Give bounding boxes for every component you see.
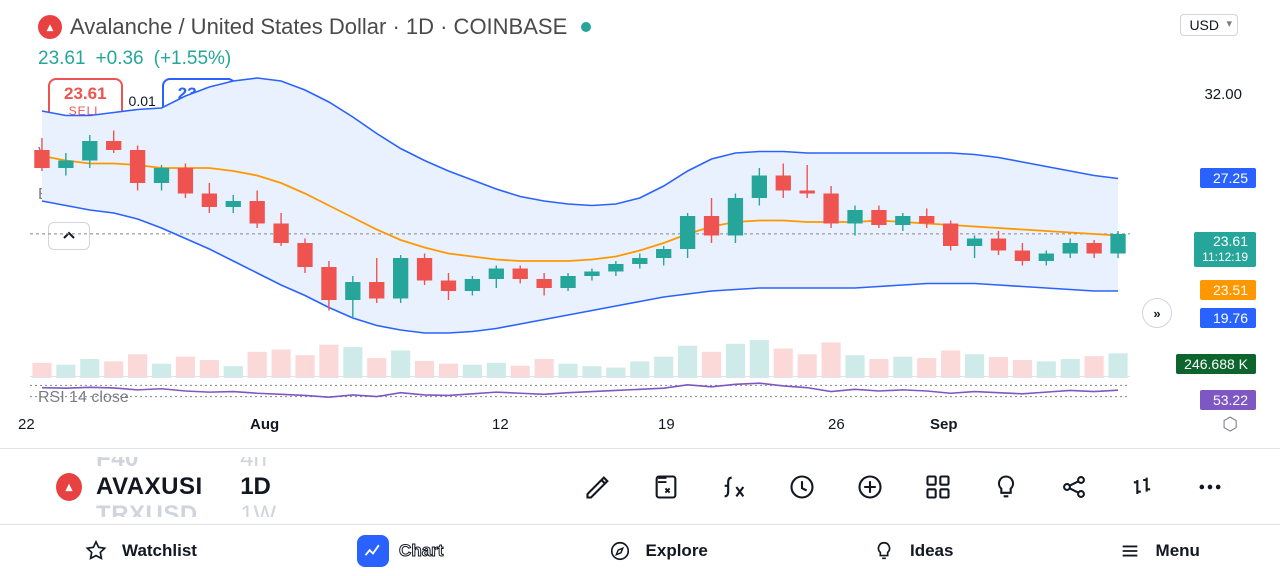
- timeframe-picker[interactable]: 4h 1D 1W: [240, 457, 296, 517]
- star-icon: [80, 535, 112, 567]
- chart-header: ▴ Avalanche / United States Dollar · 1D …: [38, 14, 591, 40]
- symbol-logo-icon: ▴: [56, 473, 82, 501]
- layout-icon[interactable]: [924, 473, 952, 501]
- nav-menu[interactable]: Menu: [1114, 535, 1200, 567]
- rsi-pane[interactable]: RSI 14 close: [30, 376, 1130, 404]
- function-icon[interactable]: [720, 473, 748, 501]
- current-price-tag: 23.6111:12:19: [1194, 232, 1256, 267]
- indicators-icon[interactable]: [652, 473, 680, 501]
- draw-icon[interactable]: [584, 473, 612, 501]
- nav-chart[interactable]: Chart: [357, 535, 443, 567]
- alert-icon[interactable]: [788, 473, 816, 501]
- avalanche-logo-icon: ▴: [38, 15, 62, 39]
- chart-icon: [357, 535, 389, 567]
- compass-icon: [604, 535, 636, 567]
- bulb-icon: [868, 535, 900, 567]
- volume-tag: 246.688 K: [1176, 354, 1256, 374]
- pair-title[interactable]: Avalanche / United States Dollar · 1D · …: [70, 14, 567, 40]
- bb-upper-tag: 27.25: [1200, 168, 1256, 188]
- active-symbol: AVAXUSI: [96, 473, 226, 501]
- rsi-tag: 53.22: [1200, 390, 1256, 410]
- active-timeframe: 1D: [240, 473, 271, 501]
- y-tick: 32.00: [1204, 86, 1242, 103]
- nav-watchlist[interactable]: Watchlist: [80, 535, 197, 567]
- currency-select[interactable]: USD: [1180, 14, 1238, 36]
- bb-lower-tag: 19.76: [1200, 308, 1256, 328]
- goto-last-bar-button[interactable]: »: [1142, 298, 1172, 328]
- nav-explore[interactable]: Explore: [604, 535, 708, 567]
- bb-mid-tag: 23.51: [1200, 280, 1256, 300]
- menu-icon: [1114, 535, 1146, 567]
- nav-ideas[interactable]: Ideas: [868, 535, 953, 567]
- market-status-icon: [581, 22, 591, 32]
- settings-icon[interactable]: ⬡: [1222, 414, 1238, 435]
- chart-type-icon[interactable]: [1128, 473, 1156, 501]
- toolbar-strip: ▴ F40 AVAXUSI TRXUSD 4h 1D 1W: [0, 448, 1280, 524]
- symbol-picker[interactable]: F40 AVAXUSI TRXUSD: [96, 457, 226, 517]
- idea-icon[interactable]: [992, 473, 1020, 501]
- bottom-nav: Watchlist Chart Explore Ideas Menu: [0, 524, 1280, 576]
- price-chart[interactable]: [30, 58, 1130, 400]
- add-icon[interactable]: [856, 473, 884, 501]
- more-icon[interactable]: [1196, 473, 1224, 501]
- time-axis: 22Aug121926Sep: [18, 410, 1168, 440]
- share-icon[interactable]: [1060, 473, 1088, 501]
